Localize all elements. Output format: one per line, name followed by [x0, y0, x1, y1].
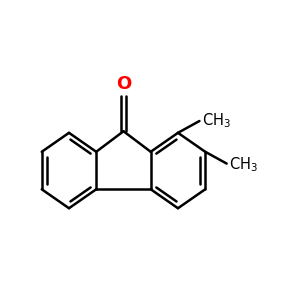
- Text: CH$_3$: CH$_3$: [202, 111, 231, 130]
- Text: O: O: [116, 75, 131, 93]
- Text: CH$_3$: CH$_3$: [230, 155, 258, 174]
